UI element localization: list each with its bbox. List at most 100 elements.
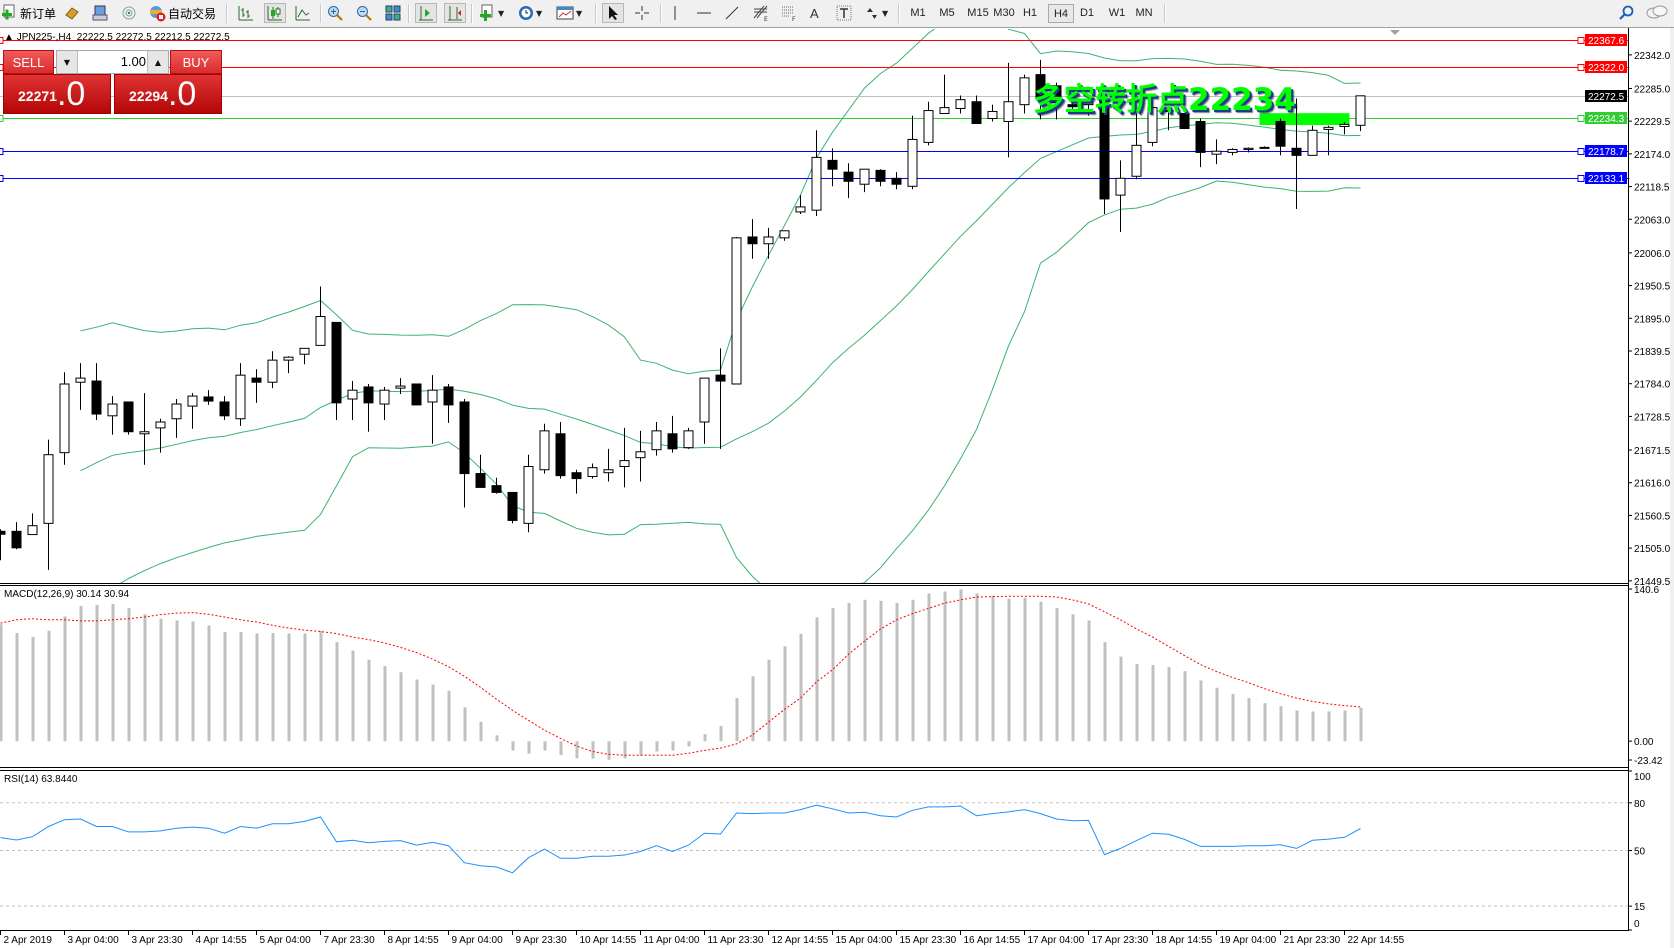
fibonacci-button[interactable]: E xyxy=(752,3,770,23)
cursor-button[interactable] xyxy=(602,3,624,23)
timeframe-h1[interactable]: H1 xyxy=(1022,7,1038,19)
candle xyxy=(875,169,886,187)
pivot-annotation-text[interactable]: 多空转折点22234 xyxy=(1033,82,1296,118)
chat-button[interactable] xyxy=(1646,3,1668,23)
macd-histogram-bar xyxy=(335,642,339,742)
timeframe-d1[interactable]: D1 xyxy=(1079,7,1095,19)
zoom-out-button[interactable] xyxy=(356,3,372,23)
candle-body xyxy=(443,386,454,406)
lot-increase-button[interactable]: ▲ xyxy=(147,51,168,73)
candle-body xyxy=(763,236,774,245)
lot-decrease-button[interactable]: ▼ xyxy=(57,51,78,73)
level-anchor-handle[interactable] xyxy=(1577,148,1585,155)
tile-windows-button[interactable] xyxy=(385,3,401,23)
arrows-button[interactable]: ▼ xyxy=(864,3,888,23)
chart-shift-marker-icon[interactable] xyxy=(1390,30,1400,35)
price-tick-label: 21950.5 xyxy=(1634,282,1671,293)
text-button[interactable]: A xyxy=(810,3,819,23)
buy-price-button[interactable]: 22294 .0 xyxy=(114,74,222,114)
right-scroll-strip[interactable] xyxy=(1670,28,1674,948)
macd-histogram-bar xyxy=(463,707,467,742)
candle xyxy=(523,454,534,533)
timeframe-m30[interactable]: M30 xyxy=(993,7,1015,19)
horizontal-line-button[interactable] xyxy=(696,3,712,23)
level-anchor-handle[interactable] xyxy=(0,115,4,122)
chart-shift-button[interactable] xyxy=(444,3,466,23)
candle xyxy=(1131,113,1142,180)
market-watch-icon xyxy=(65,7,79,20)
macd-histogram-bar xyxy=(879,600,883,742)
candle xyxy=(363,383,374,432)
candle-body xyxy=(923,110,934,143)
fibonacci-fan-button[interactable]: F xyxy=(780,3,798,23)
search-button[interactable] xyxy=(1618,3,1634,23)
crosshair-button[interactable] xyxy=(634,3,650,23)
candle xyxy=(715,348,726,449)
macd-histogram-bar xyxy=(239,631,243,742)
macd-histogram-bar xyxy=(1311,711,1315,742)
new-order-button[interactable]: 新订单 xyxy=(2,3,56,23)
one-click-toggle-icon[interactable]: ▲ xyxy=(4,32,17,43)
main-price-panel[interactable] xyxy=(0,12,1628,610)
rsi-panel[interactable]: RSI(14) 63.8440 xyxy=(0,774,1628,907)
macd-panel[interactable]: MACD(12,26,9) 30.14 30.94 xyxy=(0,589,1363,760)
buy-button[interactable]: BUY xyxy=(170,50,222,74)
level-anchor-handle[interactable] xyxy=(0,175,4,182)
timeframe-m15[interactable]: M15 xyxy=(967,7,989,19)
auto-scroll-button[interactable] xyxy=(415,3,437,23)
macd-axis-label: 140.6 xyxy=(1634,585,1659,596)
candle-body xyxy=(475,473,486,488)
timeframe-w1[interactable]: W1 xyxy=(1108,7,1126,19)
line-chart-button[interactable] xyxy=(295,3,311,23)
candlestick-button[interactable] xyxy=(264,3,286,23)
macd-histogram-bar xyxy=(623,741,627,759)
sell-button[interactable]: SELL xyxy=(3,50,54,74)
timeframe-m5[interactable]: M5 xyxy=(939,7,955,19)
timeframe-h4[interactable]: H4 xyxy=(1048,4,1074,23)
indicators-button[interactable]: ▼ xyxy=(480,3,504,23)
auto-trading-button[interactable]: 自动交易 xyxy=(148,3,216,23)
candle xyxy=(651,422,662,456)
periods-button[interactable]: ▼ xyxy=(518,3,542,23)
signals-button[interactable] xyxy=(121,3,137,23)
level-anchor-handle[interactable] xyxy=(0,148,4,155)
buy-price-main: 22294 xyxy=(129,88,168,104)
candle xyxy=(907,115,918,190)
signals-icon xyxy=(122,6,136,20)
templates-button[interactable]: ▼ xyxy=(556,3,582,23)
zoom-out-icon xyxy=(357,6,372,21)
level-anchor-handle[interactable] xyxy=(1577,64,1585,71)
lot-size-input[interactable]: 1.00 xyxy=(120,54,146,69)
toolbar-separator xyxy=(320,4,322,23)
trendline-button[interactable] xyxy=(724,3,740,23)
price-tick-label: 21560.5 xyxy=(1634,511,1671,522)
candle xyxy=(1227,148,1238,156)
text-label-button[interactable] xyxy=(836,3,852,23)
market-watch-button[interactable] xyxy=(64,3,80,23)
timeframe-m1[interactable]: M1 xyxy=(910,7,926,19)
navigator-button[interactable] xyxy=(92,3,108,23)
candle-body xyxy=(1147,107,1158,143)
price-tick-label: 21895.0 xyxy=(1634,314,1671,325)
macd-histogram-bar xyxy=(1151,665,1155,742)
candle-body xyxy=(1195,120,1206,153)
bollinger-upper-band xyxy=(80,29,1361,375)
level-anchor-handle[interactable] xyxy=(1577,115,1585,122)
highlight-zone-rectangle[interactable] xyxy=(1259,113,1350,125)
level-anchor-handle[interactable] xyxy=(1577,175,1585,182)
macd-histogram-bar xyxy=(991,595,995,742)
lot-size-stepper[interactable]: ▼ 1.00 ▲ xyxy=(56,50,169,74)
timeframe-mn[interactable]: MN xyxy=(1135,7,1153,19)
price-level-label-bg xyxy=(1585,172,1627,184)
vertical-line-button[interactable] xyxy=(670,3,680,23)
bar-chart-button[interactable] xyxy=(238,3,254,23)
chart-header: ▲ JPN225-,H4 22222.5 22272.5 22212.5 222… xyxy=(4,32,230,43)
candle-body xyxy=(187,395,198,407)
macd-histogram-bar xyxy=(607,741,611,760)
zoom-in-button[interactable] xyxy=(327,3,343,23)
sell-price-button[interactable]: 22271 .0 xyxy=(3,74,111,114)
candle xyxy=(75,363,86,410)
level-anchor-handle[interactable] xyxy=(0,37,4,44)
level-anchor-handle[interactable] xyxy=(1577,37,1585,44)
